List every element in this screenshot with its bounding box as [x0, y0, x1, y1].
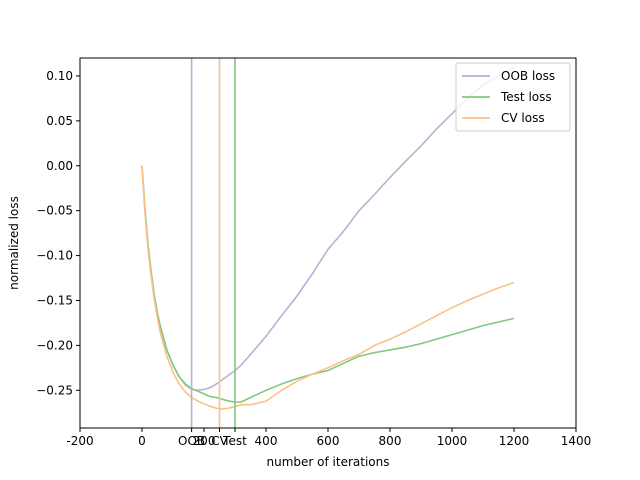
plot-layer — [141, 58, 515, 428]
legend-label: OOB loss — [501, 69, 555, 83]
y-axis-label: normalized loss — [7, 196, 21, 290]
x-tick-label: -200 — [66, 434, 93, 448]
vline-label-test: Test — [222, 434, 247, 448]
y-tick-label: 0.10 — [46, 69, 73, 83]
x-tick-label: 200 — [193, 434, 216, 448]
y-tick-label: 0.05 — [46, 114, 73, 128]
legend-box — [455, 62, 571, 132]
y-tick-label: −0.20 — [36, 338, 73, 352]
y-tick-label: 0.00 — [46, 159, 73, 173]
x-tick-label: 0 — [138, 434, 146, 448]
y-tick-label: −0.15 — [36, 293, 73, 307]
vline-label-cv: CV — [211, 434, 228, 448]
legend-label: CV loss — [501, 111, 545, 125]
y-tick-label: −0.05 — [36, 204, 73, 218]
x-tick-label: 800 — [379, 434, 402, 448]
x-tick-label: 600 — [317, 434, 340, 448]
y-tick-label: −0.10 — [36, 249, 73, 263]
x-axis-ticks: -200 0 200 400 600 800 1000 1200 1400 — [66, 428, 591, 448]
y-axis-ticks: 0.10 0.05 0.00 −0.05 −0.10 −0.15 −0.20 −0.25 — [36, 69, 80, 397]
x-tick-label: 400 — [255, 434, 278, 448]
series-line-cv-loss — [141, 165, 515, 410]
legend: OOB loss Test loss CV loss — [455, 62, 571, 132]
x-tick-label: 1200 — [499, 434, 530, 448]
legend-label: Test loss — [500, 90, 552, 104]
y-tick-label: −0.25 — [36, 383, 73, 397]
vline-label-oob: OOB — [178, 434, 205, 448]
x-tick-label: 1400 — [561, 434, 592, 448]
x-tick-label: 1000 — [437, 434, 468, 448]
series-line-test-loss — [141, 165, 515, 403]
x-axis-label: number of iterations — [267, 455, 390, 469]
